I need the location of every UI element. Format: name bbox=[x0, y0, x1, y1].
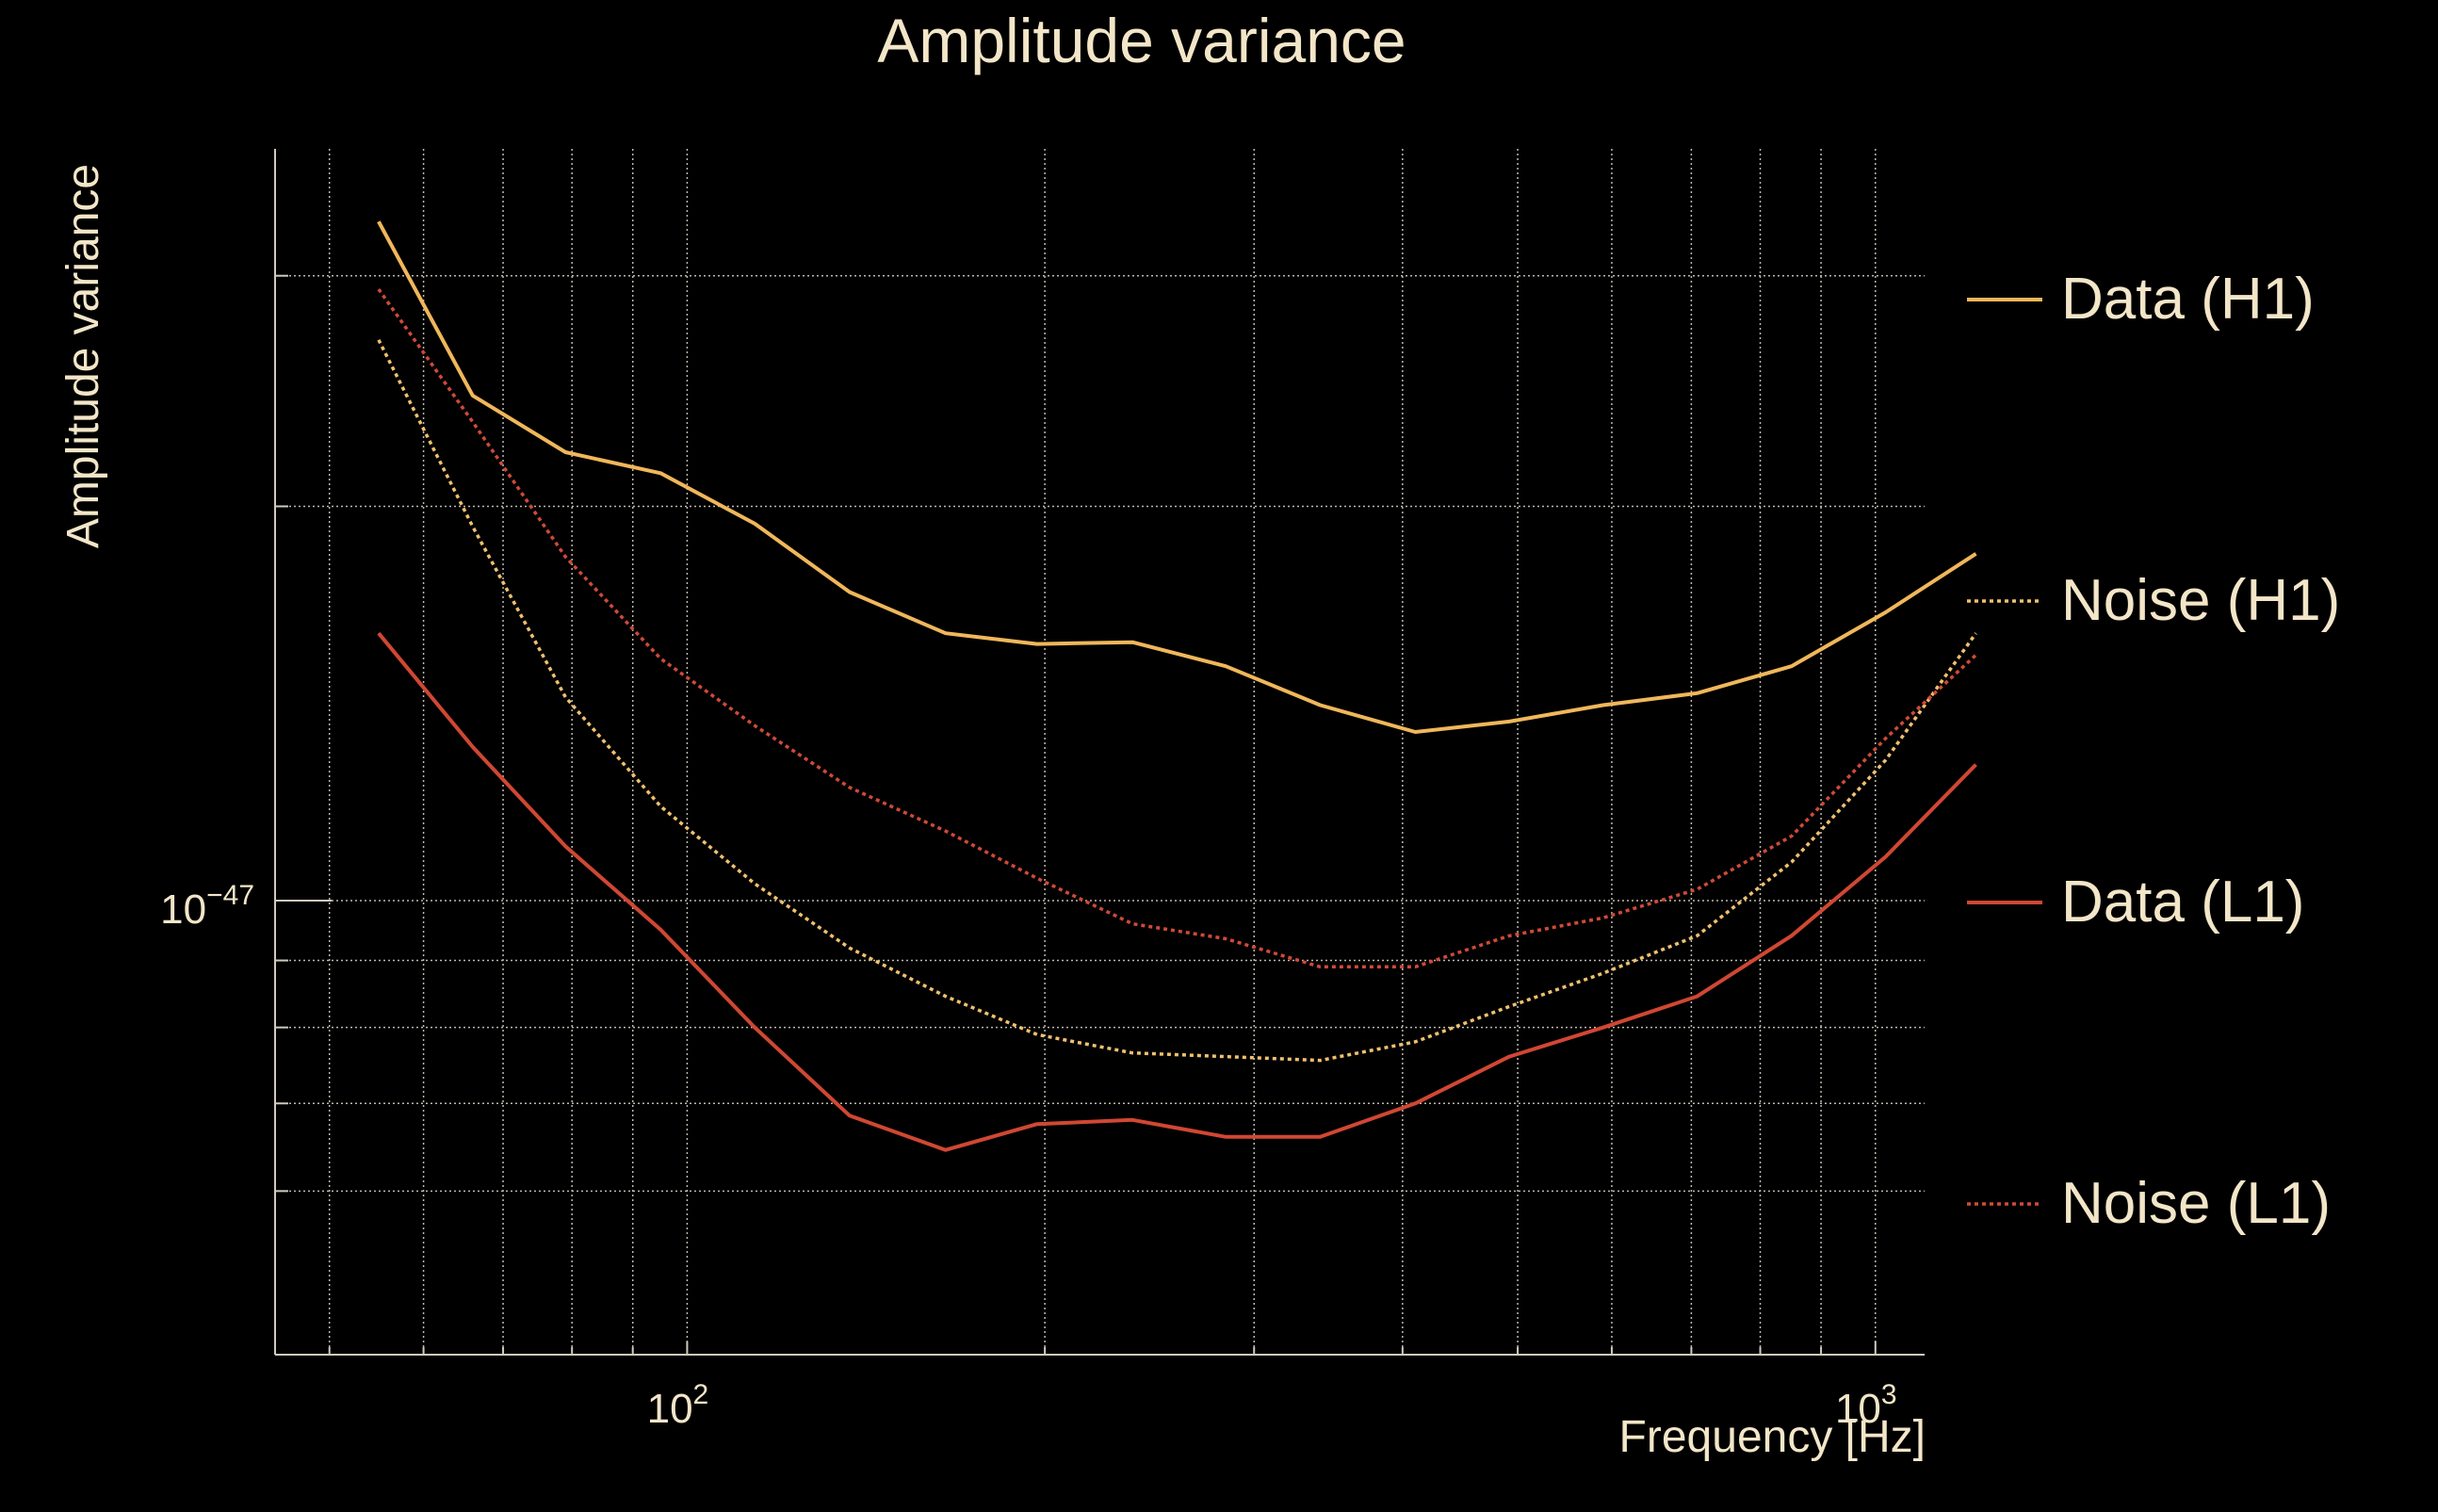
x-tick-label: 103 bbox=[1835, 1379, 1897, 1432]
x-tick-label: 102 bbox=[647, 1379, 709, 1432]
legend-item: Noise (H1) bbox=[1967, 568, 2340, 633]
x-axis-title: Frequency [Hz] bbox=[1619, 1412, 1926, 1462]
y-tick-label: 10−47 bbox=[160, 880, 254, 933]
legend-item: Data (L1) bbox=[1967, 870, 2304, 935]
series-line-3 bbox=[377, 631, 1977, 1152]
tick-label-layer: 102 103 10−47 bbox=[160, 880, 1896, 1432]
legend-label: Data (L1) bbox=[2061, 870, 2304, 935]
legend-item: Data (H1) bbox=[1967, 267, 2315, 332]
chart-title: Amplitude variance bbox=[877, 6, 1406, 75]
axes-layer bbox=[274, 149, 1925, 1356]
series-line-4 bbox=[377, 287, 1977, 969]
legend: Data (H1) Noise (H1) Data (L1) Noise (L1) bbox=[1967, 267, 2340, 1236]
series-line-1 bbox=[377, 220, 1977, 734]
legend-label: Data (H1) bbox=[2061, 267, 2315, 332]
legend-label: Noise (L1) bbox=[2061, 1171, 2331, 1236]
series-layer bbox=[377, 220, 1977, 1152]
legend-label: Noise (H1) bbox=[2061, 568, 2340, 633]
y-axis-title: Amplitude variance bbox=[58, 164, 108, 548]
grid-layer bbox=[275, 149, 1925, 1355]
legend-item: Noise (L1) bbox=[1967, 1171, 2331, 1236]
